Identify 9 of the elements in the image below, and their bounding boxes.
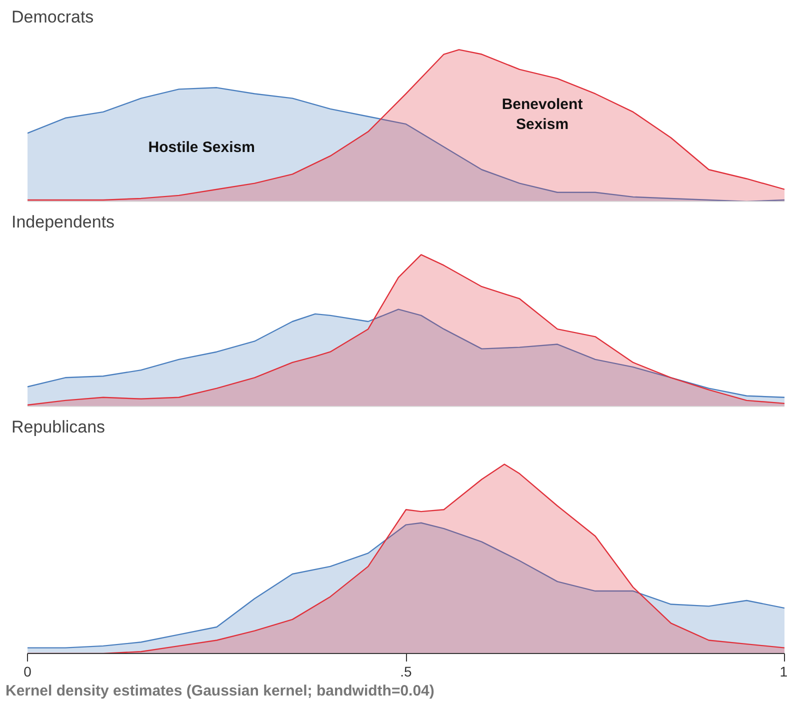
x-tick-label: 1	[780, 664, 787, 680]
chart-title: Republicans	[12, 418, 106, 436]
text: Kernel density estimates (Gaussian kernel; bandwidth=0.04)	[6, 682, 434, 700]
series-label: Benevolent Sexism	[502, 96, 583, 134]
chart-title: Democrats	[12, 8, 94, 26]
series-label: Hostile Sexism	[148, 138, 255, 156]
chart-title: Independents	[12, 212, 115, 232]
x-tick-label: .5	[400, 664, 412, 680]
x-tick-label: 0	[24, 664, 32, 680]
